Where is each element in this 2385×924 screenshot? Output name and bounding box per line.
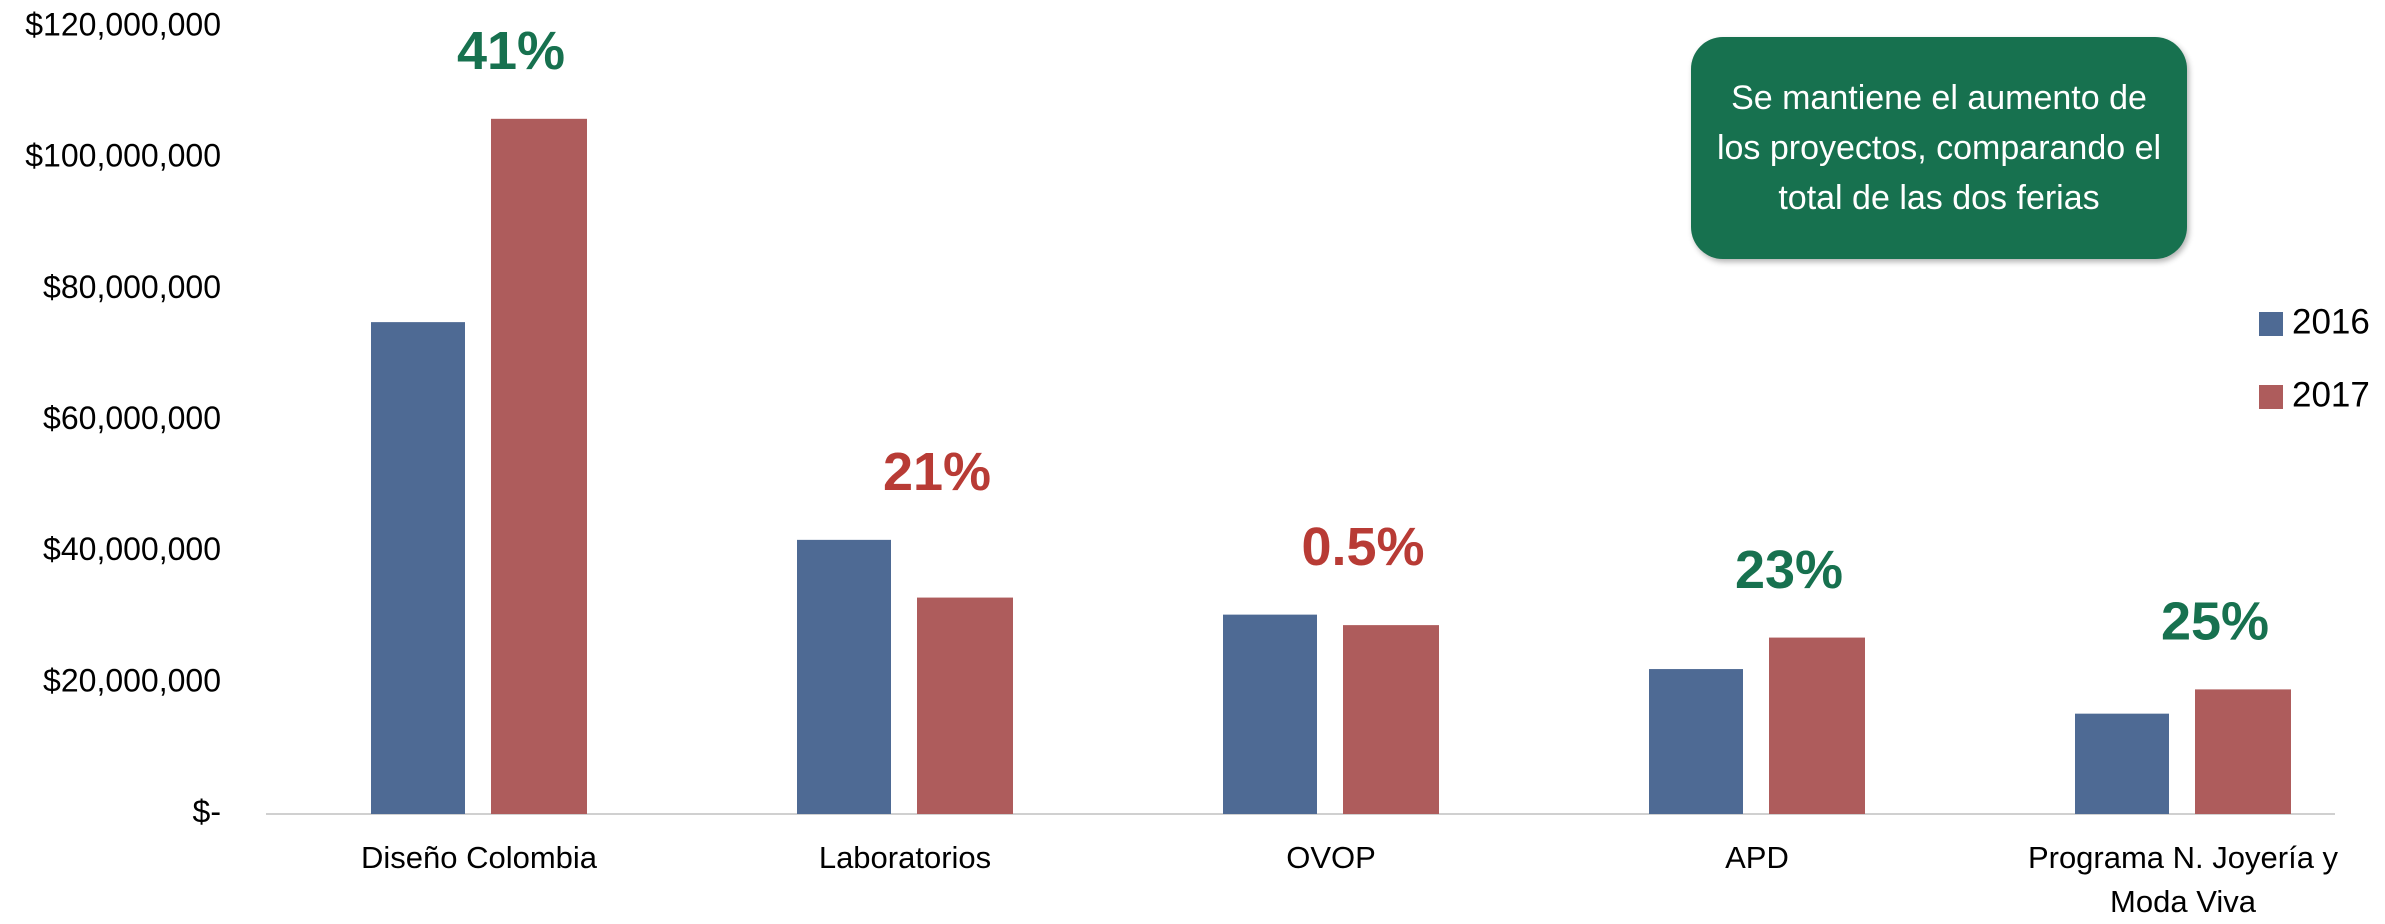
bar (1769, 637, 1865, 814)
callout: Se mantiene el aumento de los proyectos,… (1691, 37, 2187, 259)
y-tick-label: $20,000,000 (43, 662, 221, 698)
y-tick-label: $80,000,000 (43, 269, 221, 305)
annotation: 41% (457, 21, 565, 81)
bar (797, 539, 891, 814)
bar (1649, 669, 1743, 814)
bar (371, 322, 465, 814)
y-tick-label: $100,000,000 (25, 138, 221, 174)
bar (2075, 713, 2169, 814)
legend-label: 2016 (2292, 302, 2370, 341)
annotation: 21% (883, 442, 991, 502)
y-tick-label: $40,000,000 (43, 531, 221, 567)
x-tick-label: OVOP (1286, 840, 1376, 875)
legend-label: 2017 (2292, 375, 2370, 414)
bar (917, 597, 1013, 814)
x-tick-label: APD (1725, 840, 1789, 875)
bar (2195, 689, 2291, 814)
bar (491, 118, 587, 815)
x-tick-label: Laboratorios (818, 840, 992, 875)
annotation: 23% (1735, 540, 1843, 600)
y-tick-label: $60,000,000 (43, 400, 221, 436)
legend-swatch (2259, 385, 2283, 409)
legend-swatch (2259, 312, 2283, 336)
bar (1223, 614, 1317, 814)
y-tick-label: $- (193, 793, 221, 829)
annotation: 25% (2161, 592, 2269, 652)
y-tick-label: $120,000,000 (25, 6, 221, 42)
annotation: 0.5% (1301, 517, 1424, 577)
x-tick-label: Programa N. Joyería y Moda Viva (2027, 840, 2339, 919)
bar (1343, 625, 1439, 814)
x-tick-label: Diseño Colombia (360, 840, 598, 875)
